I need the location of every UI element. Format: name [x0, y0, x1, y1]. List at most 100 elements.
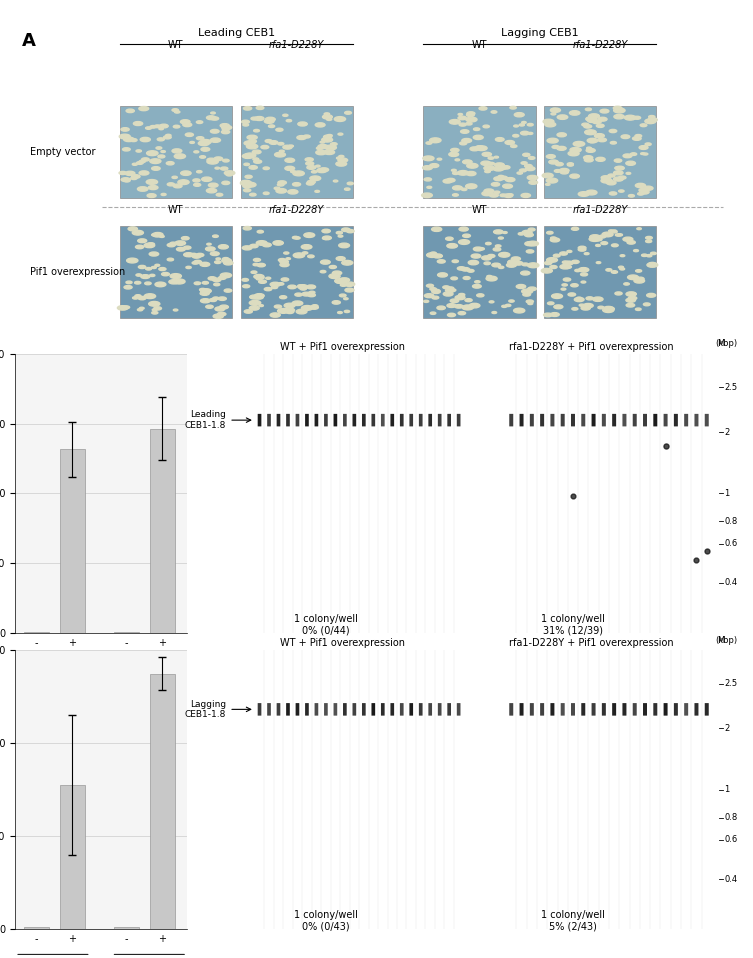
Circle shape [609, 129, 617, 132]
Circle shape [453, 194, 459, 196]
Circle shape [248, 140, 257, 143]
Circle shape [316, 123, 325, 127]
FancyBboxPatch shape [643, 703, 647, 716]
Circle shape [519, 124, 524, 126]
Circle shape [265, 140, 272, 143]
Text: Leading CEB1: Leading CEB1 [198, 28, 275, 38]
Circle shape [191, 253, 197, 256]
Circle shape [639, 190, 649, 194]
Circle shape [218, 313, 223, 315]
Circle shape [206, 189, 217, 193]
Circle shape [463, 277, 470, 280]
Circle shape [243, 226, 252, 230]
Circle shape [561, 288, 566, 290]
Circle shape [254, 129, 259, 132]
Circle shape [525, 241, 535, 245]
Circle shape [338, 133, 343, 135]
Circle shape [611, 271, 617, 273]
FancyBboxPatch shape [447, 703, 451, 716]
Circle shape [181, 171, 191, 175]
Circle shape [327, 134, 332, 137]
FancyBboxPatch shape [400, 703, 404, 716]
Circle shape [329, 274, 340, 279]
Circle shape [209, 190, 214, 192]
FancyBboxPatch shape [561, 703, 565, 716]
Circle shape [486, 242, 491, 244]
Circle shape [518, 233, 524, 235]
Circle shape [158, 155, 165, 158]
Circle shape [146, 179, 157, 184]
Circle shape [554, 305, 563, 308]
Circle shape [630, 152, 637, 155]
Circle shape [296, 309, 307, 314]
Circle shape [249, 194, 256, 196]
Circle shape [498, 253, 510, 257]
Circle shape [517, 171, 523, 174]
Circle shape [307, 180, 316, 184]
Circle shape [305, 158, 313, 161]
Circle shape [462, 306, 472, 309]
Circle shape [198, 141, 209, 146]
Circle shape [346, 230, 354, 233]
Circle shape [578, 248, 586, 251]
Circle shape [265, 117, 276, 122]
Circle shape [523, 153, 530, 156]
Circle shape [624, 115, 636, 120]
FancyBboxPatch shape [315, 703, 319, 716]
Circle shape [443, 179, 452, 183]
Circle shape [161, 150, 166, 152]
Text: Leading
CEB1-1.8: Leading CEB1-1.8 [185, 410, 251, 430]
Circle shape [586, 148, 595, 152]
Circle shape [500, 194, 506, 196]
Circle shape [552, 294, 562, 299]
Circle shape [546, 184, 550, 185]
Circle shape [324, 135, 331, 139]
FancyBboxPatch shape [324, 703, 328, 716]
FancyBboxPatch shape [258, 703, 261, 716]
Circle shape [193, 179, 200, 182]
Circle shape [243, 106, 252, 110]
FancyBboxPatch shape [550, 414, 554, 426]
Circle shape [557, 115, 568, 120]
Circle shape [133, 122, 142, 125]
Circle shape [476, 146, 487, 150]
Circle shape [242, 279, 248, 282]
Circle shape [450, 289, 456, 291]
Circle shape [249, 301, 261, 306]
Circle shape [524, 232, 531, 235]
FancyBboxPatch shape [612, 414, 616, 426]
Circle shape [136, 274, 142, 276]
Circle shape [488, 162, 495, 165]
Circle shape [614, 108, 625, 113]
Circle shape [293, 253, 305, 258]
Circle shape [505, 177, 515, 182]
Circle shape [444, 292, 453, 296]
Circle shape [579, 304, 584, 307]
Circle shape [458, 171, 468, 175]
Circle shape [173, 309, 178, 311]
Circle shape [571, 284, 578, 286]
Circle shape [520, 271, 530, 275]
Circle shape [334, 117, 346, 122]
Circle shape [160, 236, 164, 238]
Circle shape [119, 134, 130, 139]
Circle shape [612, 230, 617, 232]
FancyBboxPatch shape [437, 703, 441, 716]
FancyBboxPatch shape [509, 414, 514, 426]
Circle shape [551, 113, 556, 115]
Circle shape [582, 124, 589, 126]
Circle shape [511, 257, 520, 261]
FancyBboxPatch shape [643, 414, 647, 426]
Circle shape [141, 275, 150, 279]
Circle shape [604, 307, 613, 310]
Circle shape [498, 266, 504, 268]
Text: Lagging
CEB1-1.8: Lagging CEB1-1.8 [185, 699, 251, 719]
Circle shape [184, 171, 190, 174]
Text: Lagging CEB1: Lagging CEB1 [501, 28, 579, 38]
Circle shape [482, 152, 492, 156]
Circle shape [308, 293, 316, 297]
Circle shape [620, 268, 625, 270]
Circle shape [254, 295, 264, 299]
Bar [544, 226, 657, 318]
Circle shape [284, 304, 295, 308]
